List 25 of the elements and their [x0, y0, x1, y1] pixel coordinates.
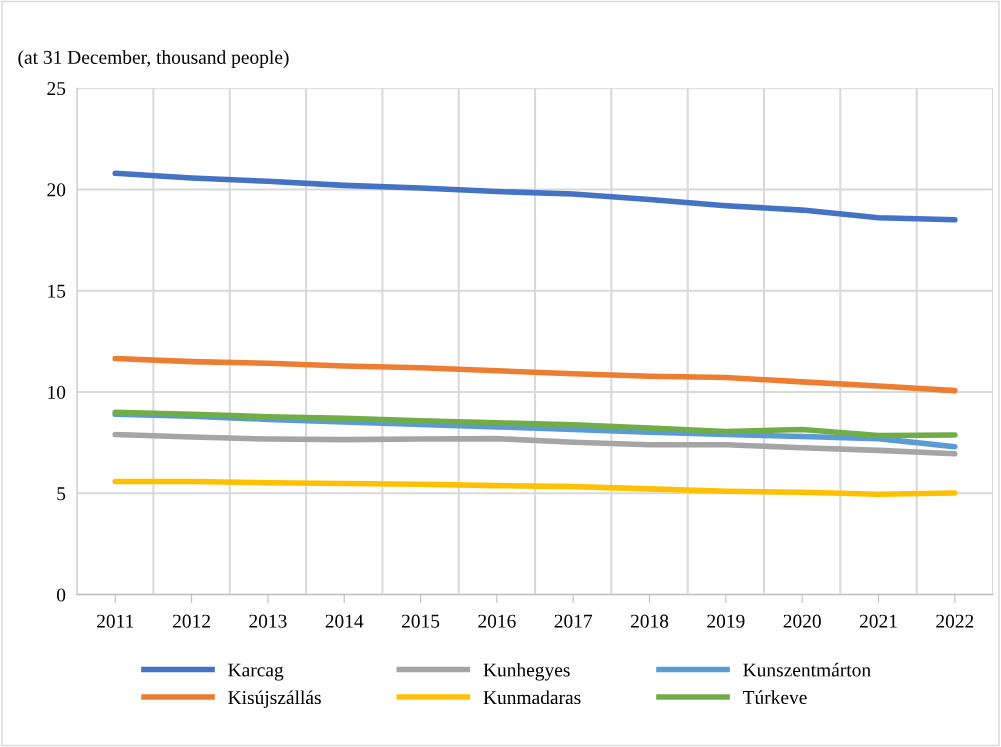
x-tick-label: 2022: [936, 614, 974, 628]
legend-label: Kisújszállás: [228, 690, 321, 709]
x-tick-label: 2012: [172, 614, 210, 628]
legend-label: Túrkeve: [742, 690, 807, 705]
legend-label: Kunmadaras: [483, 690, 581, 705]
x-tick-label: 2019: [707, 614, 745, 628]
x-tick-label: 2014: [325, 614, 364, 628]
y-tick-label: 20: [47, 183, 66, 197]
x-tick-label: 2021: [859, 614, 897, 628]
y-tick-label: 10: [48, 385, 66, 399]
x-tick-label: 2020: [783, 614, 821, 628]
legend-label: Kunszentmárton: [743, 662, 871, 677]
y-axis-title: (at 31 December, thousand people): [18, 50, 289, 68]
x-tick-label: 2018: [630, 614, 669, 628]
y-tick-label: 5: [57, 487, 66, 501]
x-tick-label: 2011: [97, 614, 134, 628]
legend-label: Karcag: [228, 663, 284, 681]
y-tick-label: 25: [47, 82, 66, 96]
x-tick-label: 2016: [478, 614, 516, 628]
x-tick-label: 2017: [554, 614, 593, 628]
x-tick-label: 2015: [401, 614, 440, 628]
x-tick-label: 2013: [249, 614, 287, 628]
y-tick-label: 0: [56, 588, 66, 602]
y-tick-label: 15: [48, 284, 66, 298]
legend-label: Kunhegyes: [483, 662, 570, 681]
